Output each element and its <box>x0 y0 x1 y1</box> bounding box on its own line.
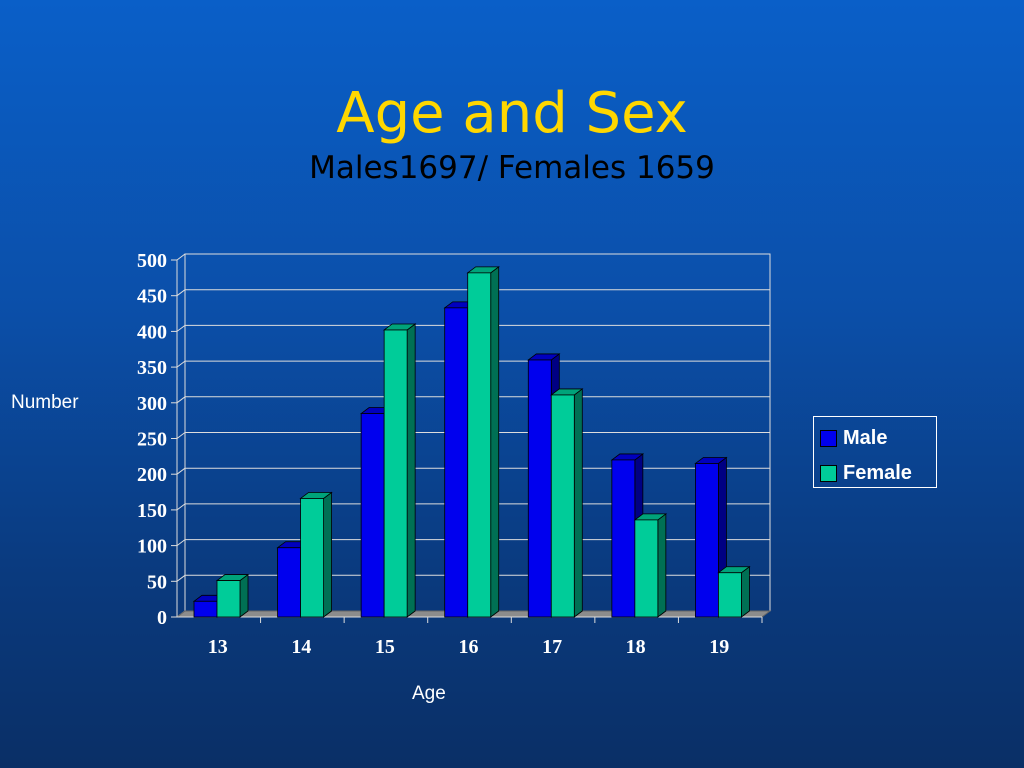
y-tick-label: 150 <box>137 500 167 522</box>
gridline-depth <box>176 253 186 261</box>
x-tick-label: 13 <box>208 636 228 658</box>
bar-male-18 <box>611 459 636 618</box>
x-axis-label: Age <box>412 683 446 704</box>
gridline-depth <box>176 396 186 404</box>
gridline-depth <box>176 324 186 332</box>
slide-title: Age and Sex <box>336 81 688 146</box>
bar-female-15 <box>383 329 408 618</box>
legend-label-male: Male <box>843 426 888 449</box>
slide-subtitle: Males1697/ Females 1659 <box>309 150 715 186</box>
x-tick-label: 17 <box>542 636 562 658</box>
x-tick-label: 18 <box>626 636 646 658</box>
legend-label-female: Female <box>843 461 912 484</box>
gridline-depth <box>176 467 186 475</box>
bar-side-female-15 <box>406 323 416 618</box>
legend-item-female: Female <box>820 459 912 487</box>
x-tick-label: 19 <box>709 636 729 658</box>
bar-female-17 <box>550 394 575 618</box>
bar-female-13 <box>216 580 241 618</box>
y-tick-label: 200 <box>137 464 167 486</box>
y-tick-label: 0 <box>157 607 167 629</box>
bar-male-13 <box>193 600 218 618</box>
y-tick-label: 100 <box>137 536 167 558</box>
gridline-depth <box>176 432 186 439</box>
bar-side-female-13 <box>239 573 249 618</box>
y-tick-label: 350 <box>137 357 167 379</box>
gridline-depth <box>176 360 186 368</box>
bar-female-14 <box>300 498 324 618</box>
legend-item-male: Male <box>820 424 887 452</box>
y-tick-label: 400 <box>137 321 167 343</box>
bar-male-16 <box>444 307 469 618</box>
bar-side-female-14 <box>323 491 332 618</box>
bar-male-19 <box>695 463 719 618</box>
gridline-depth <box>176 539 186 546</box>
gridline-depth <box>176 574 186 582</box>
x-tick-label: 16 <box>459 636 479 658</box>
gridline-depth <box>176 503 186 511</box>
bar-male-14 <box>277 547 301 618</box>
y-tick-label: 50 <box>147 571 167 593</box>
bar-male-17 <box>527 359 552 618</box>
x-tick-label: 15 <box>375 636 395 658</box>
y-tick-label: 250 <box>137 429 167 451</box>
bar-female-16 <box>467 272 492 618</box>
legend-swatch-male <box>820 429 837 447</box>
bar-side-female-17 <box>573 388 583 618</box>
y-tick-label: 500 <box>137 250 167 272</box>
y-tick-label: 450 <box>137 286 167 308</box>
bar-side-female-19 <box>741 565 750 618</box>
gridline-depth <box>176 289 186 297</box>
bar-side-female-16 <box>490 266 500 618</box>
bar-side-female-18 <box>657 513 667 618</box>
legend-swatch-female <box>820 464 837 482</box>
bar-male-15 <box>360 413 385 618</box>
x-tick-label: 14 <box>291 636 311 658</box>
bar-female-18 <box>634 519 659 618</box>
y-tick-label: 300 <box>137 393 167 415</box>
y-axis-label: Number <box>11 392 79 413</box>
chart-legend: Male Female <box>813 416 937 488</box>
bar-female-19 <box>718 572 742 618</box>
